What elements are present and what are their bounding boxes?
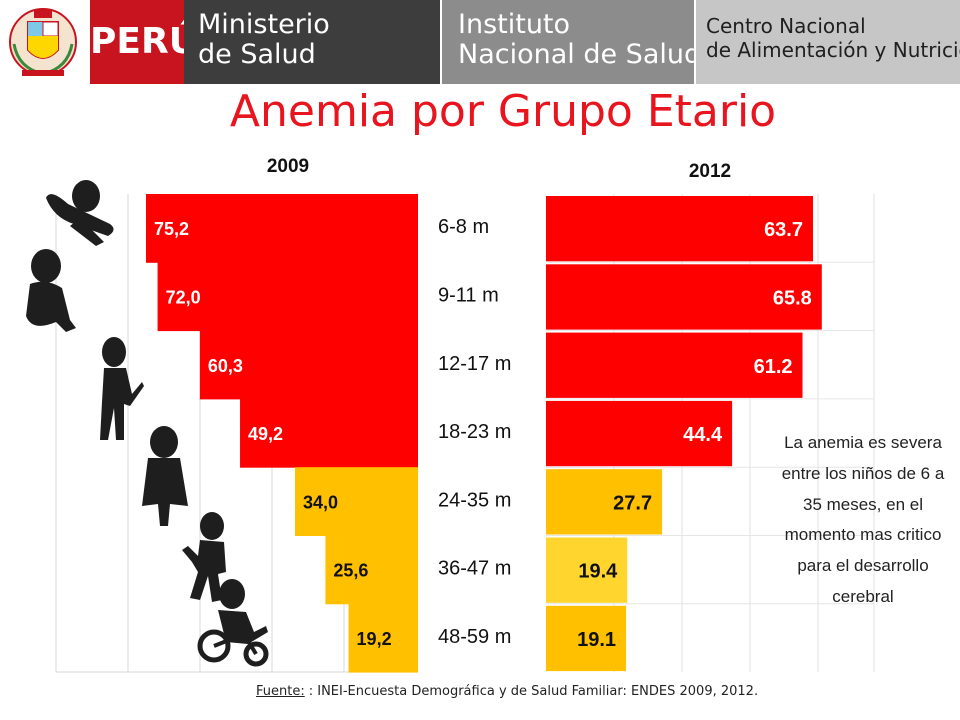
source-text: : INEI-Encuesta Demográfica y de Salud F… bbox=[308, 684, 759, 699]
bar-2009-1 bbox=[157, 262, 418, 332]
peru-crest-logo bbox=[9, 8, 77, 76]
header-banner: PERÚ Ministerio de Salud Instituto Nacio… bbox=[0, 0, 960, 84]
toddler-standing-icon bbox=[100, 337, 144, 440]
data-label-2012-3: 44.4 bbox=[683, 424, 723, 446]
data-label-2009-3: 49,2 bbox=[248, 424, 283, 444]
child-tricycle-icon bbox=[197, 579, 269, 667]
bar-2012-1 bbox=[546, 264, 822, 330]
bar-2009-0 bbox=[146, 194, 418, 263]
data-label-2012-0: 63.7 bbox=[764, 219, 803, 241]
child-silhouettes bbox=[26, 180, 269, 667]
category-label-1: 9-11 m bbox=[438, 284, 499, 306]
category-label-2: 12-17 m bbox=[438, 353, 511, 375]
category-label-5: 36-47 m bbox=[438, 558, 511, 580]
bar-2009-6 bbox=[348, 603, 418, 673]
bar-2009-2 bbox=[199, 330, 418, 400]
bar-2009-5 bbox=[325, 535, 418, 605]
category-label-4: 24-35 m bbox=[438, 489, 511, 511]
instituto-line-2: Nacional de Salud bbox=[458, 39, 702, 70]
centro-line-2: de Alimentación y Nutrición bbox=[706, 38, 960, 62]
data-label-2012-4: 27.7 bbox=[613, 492, 652, 514]
data-label-2012-1: 65.8 bbox=[773, 287, 812, 309]
category-labels: 6-8 m 9-11 m 12-17 m 18-23 m 24-35 m 36-47 m 4… bbox=[438, 216, 511, 648]
series-label-2009: 2009 bbox=[267, 156, 309, 177]
series-2009: 75,2 72,0 60,3 49,2 34,0 25,6 19,2 bbox=[146, 194, 418, 673]
baby-crawling-icon bbox=[46, 180, 114, 246]
bar-2012-5 bbox=[546, 537, 628, 603]
data-label-2009-1: 72,0 bbox=[166, 287, 201, 307]
bar-2012-2 bbox=[546, 332, 803, 398]
series-2012: 63.7 65.8 61.2 44.4 27.7 19.4 19.1 bbox=[546, 196, 822, 672]
instituto-box: Instituto Nacional de Salud bbox=[442, 0, 702, 84]
ministerio-line-1: Ministerio bbox=[198, 9, 330, 40]
anemia-note: La anemia es severa entre los niños de 6… bbox=[781, 433, 945, 606]
bar-2012-6 bbox=[546, 605, 627, 672]
data-label-2009-6: 19,2 bbox=[357, 629, 392, 649]
child-running-icon bbox=[182, 512, 226, 602]
page-title: Anemia por Grupo Etario bbox=[229, 86, 777, 137]
peru-label: PERÚ bbox=[90, 21, 198, 62]
ministerio-line-2: de Salud bbox=[198, 39, 316, 70]
source-footnote: Fuente:: INEI-Encuesta Demográfica y de … bbox=[256, 684, 758, 699]
data-label-2009-2: 60,3 bbox=[208, 356, 243, 376]
data-label-2012-5: 19.4 bbox=[578, 561, 618, 583]
source-label: Fuente: bbox=[256, 684, 305, 699]
centro-box: Centro Nacional de Alimentación y Nutric… bbox=[696, 0, 960, 84]
ministerio-box: Ministerio de Salud bbox=[184, 0, 440, 84]
child-walking-icon bbox=[142, 426, 188, 526]
data-label-2009-5: 25,6 bbox=[333, 561, 368, 581]
category-label-3: 18-23 m bbox=[438, 421, 511, 443]
centro-line-1: Centro Nacional bbox=[706, 14, 866, 38]
data-label-2012-6: 19.1 bbox=[577, 629, 616, 651]
category-label-6: 48-59 m bbox=[438, 626, 511, 648]
data-label-2009-0: 75,2 bbox=[154, 219, 189, 239]
bar-2012-0 bbox=[546, 196, 813, 262]
category-label-0: 6-8 m bbox=[438, 216, 489, 238]
toddler-sitting-icon bbox=[26, 249, 76, 332]
bar-2012-4 bbox=[546, 469, 663, 535]
bar-2012-3 bbox=[546, 400, 733, 467]
data-label-2012-2: 61.2 bbox=[754, 356, 793, 378]
bar-2009-4 bbox=[295, 467, 418, 536]
data-label-2009-4: 34,0 bbox=[303, 492, 338, 512]
bar-2009-3 bbox=[240, 398, 418, 468]
series-label-2012: 2012 bbox=[689, 161, 731, 182]
peru-brand-box: PERÚ bbox=[90, 0, 198, 84]
instituto-line-1: Instituto bbox=[458, 9, 571, 40]
